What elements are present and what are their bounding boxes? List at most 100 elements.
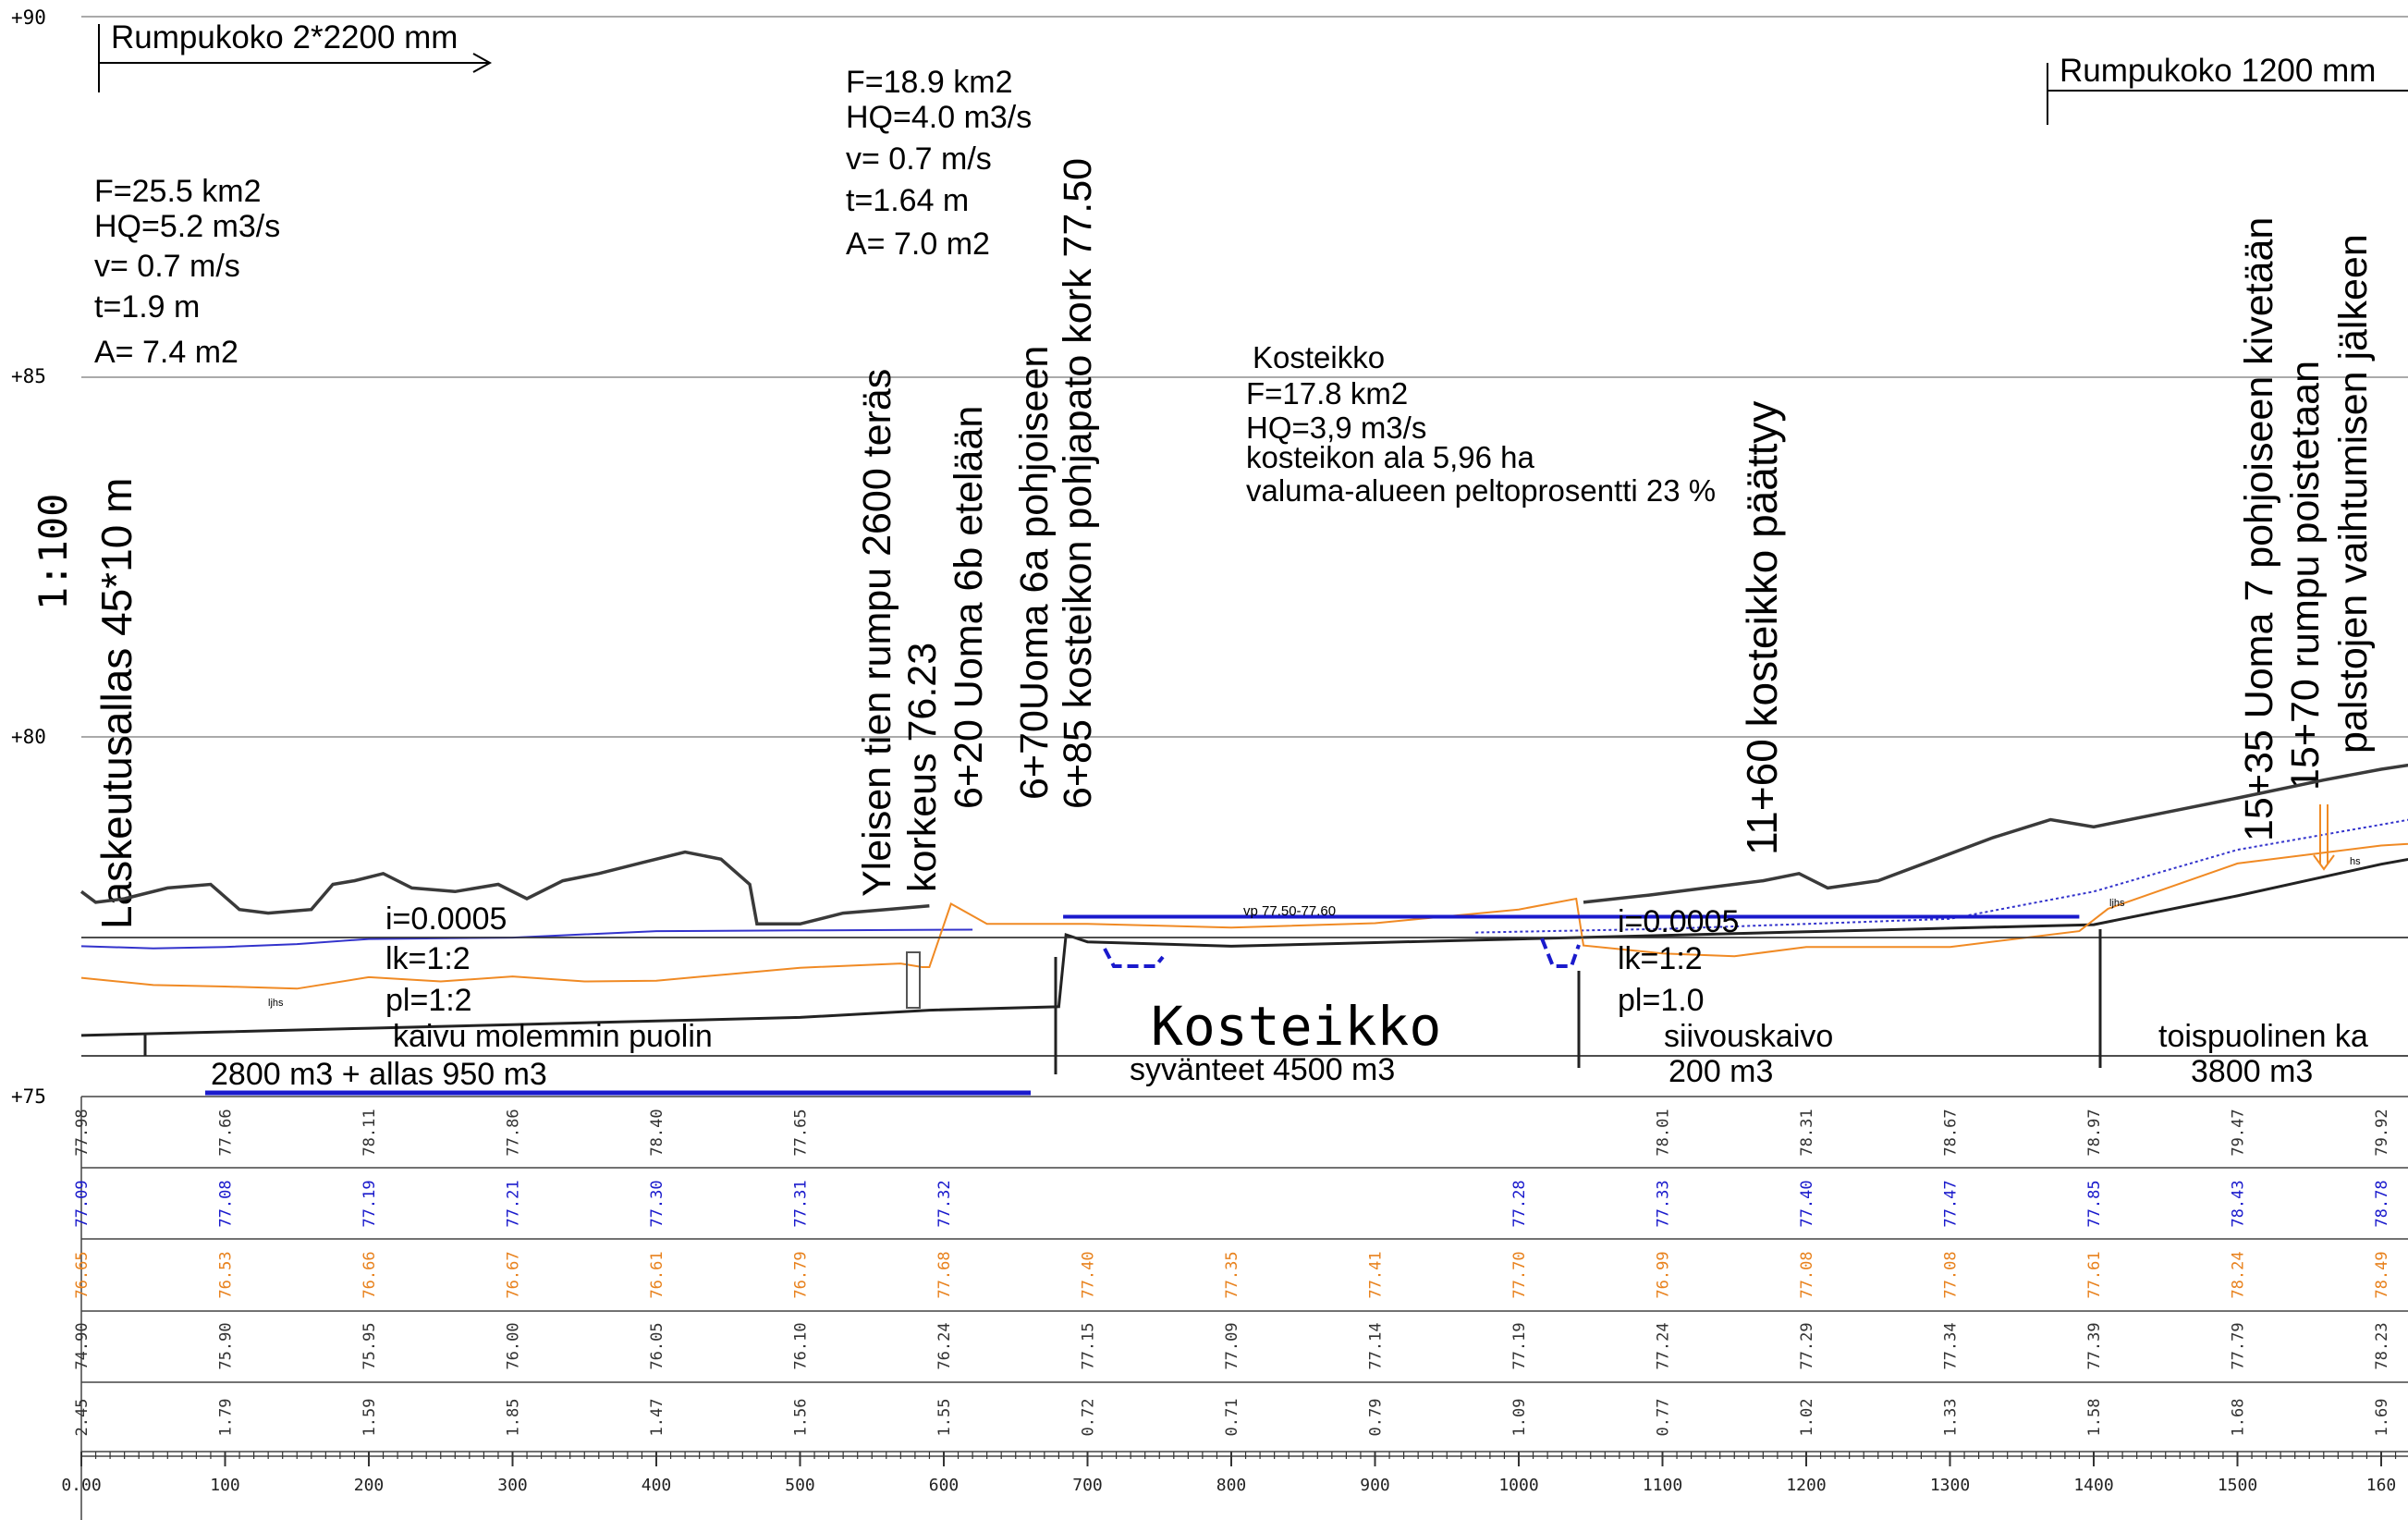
table-cell-value: 2.45 (73, 1399, 92, 1437)
table-cell-value: 0.71 (1223, 1399, 1241, 1437)
note-parcel-change: palstojen vaihtumisen jälkeen (2331, 234, 2376, 754)
axis-station-label: 1100 (1643, 1476, 1682, 1495)
table-cell-value: 77.85 (2085, 1180, 2104, 1227)
design-left: i=0.0005 lk=1:2 pl=1:2 kaivu molemmin pu… (211, 901, 713, 1092)
table-cell-value: 77.15 (1080, 1322, 1098, 1369)
note-settling-pond: Laskeutusallas 45*10 m (92, 478, 141, 929)
water-level-tag: vp 77.50-77.60 (1243, 903, 1336, 919)
design-bottom-line (80, 858, 2408, 1037)
axis-station-label: 1300 (1930, 1476, 1970, 1495)
table-cell-value: 1.85 (505, 1399, 523, 1437)
table-cell-value: 75.90 (217, 1322, 236, 1369)
note-culvert-removed: 15+70 rumpu poistetaan (2283, 361, 2328, 791)
elevation-label-75: +75 (11, 1085, 46, 1108)
hydro-a-line: F=25.5 km2 (94, 174, 261, 209)
table-cell-value: 79.92 (2373, 1109, 2391, 1156)
table-cell-value: 1.69 (2373, 1399, 2391, 1437)
table-cell-value: 77.39 (2085, 1322, 2104, 1369)
grid (80, 16, 2408, 1520)
table-cell-value: 76.65 (73, 1251, 92, 1298)
design-right-bank: lk=1:2 (1618, 941, 1703, 976)
table-cell-value: 76.05 (648, 1322, 666, 1369)
note-road-culvert: Yleisen tien rumpu 2600 teräs (855, 369, 899, 897)
table-cell-value: 77.30 (648, 1180, 666, 1227)
table-cell-value: 1.79 (217, 1399, 236, 1437)
axis-station-label: 1000 (1498, 1476, 1538, 1495)
ljhs-tag: ljhs (2109, 898, 2125, 909)
data-table: 77.98 77.66 78.11 77.86 78.40 77.65 78.01 78.31… (73, 1109, 2391, 1436)
table-cell-value: 77.70 (1510, 1251, 1529, 1298)
wetland-info-title: Kosteikko (1253, 340, 1385, 374)
table-cell-value: 77.09 (1223, 1322, 1241, 1369)
table-cell-value: 77.21 (505, 1180, 523, 1227)
table-cell-value: 1.56 (792, 1399, 811, 1437)
culvert-right-label: Rumpukoko 1200 mm (2060, 53, 2376, 89)
table-cell-value: 1.58 (2085, 1399, 2104, 1437)
table-cell-value: 76.61 (648, 1251, 666, 1298)
table-cell-value: 77.19 (361, 1180, 379, 1227)
table-cell-value: 78.11 (361, 1109, 379, 1156)
table-cell-value: 78.31 (1798, 1109, 1816, 1156)
table-cell-value: 77.35 (1223, 1251, 1241, 1298)
table-cell-value: 76.67 (505, 1251, 523, 1298)
table-cell-value: 77.40 (1080, 1251, 1098, 1298)
culvert-left-label: Rumpukoko 2*2200 mm (111, 19, 458, 55)
table-cell-value: 1.55 (935, 1399, 954, 1437)
table-cell-value: 76.99 (1655, 1251, 1673, 1298)
note-channel-7: 15+35 Uoma 7 pohjoiseen kivetään (2237, 217, 2281, 841)
table-cell-value: 74.90 (73, 1322, 92, 1369)
table-cell-value: 78.23 (2373, 1322, 2391, 1369)
culvert-left: Rumpukoko 2*2200 mm (98, 19, 493, 92)
hydro-block-a: F=25.5 km2 HQ=5.2 m3/s v= 0.7 m/s t=1.9 … (94, 174, 280, 370)
table-cell-value: 77.61 (2085, 1251, 2104, 1298)
note-wetland-ends: 11+60 kosteikko päättyy (1738, 401, 1786, 855)
note-bottom-dam: 6+85 kosteikon pohjapato kork 77.50 (1056, 158, 1100, 809)
station-axis: 0.00 100 200 300 400 500 600 700 800 900 1000 1100 1… (61, 1452, 2396, 1495)
hydro-block-b: F=18.9 km2 HQ=4.0 m3/s v= 0.7 m/s t=1.64… (846, 65, 1032, 262)
axis-station-label: 1400 (2073, 1476, 2113, 1495)
ljhs-tag: ljhs (268, 998, 284, 1009)
table-cell-value: 77.98 (73, 1109, 92, 1156)
hydro-a-line: t=1.9 m (94, 289, 200, 325)
hydro-b-line: v= 0.7 m/s (846, 141, 992, 177)
hydro-b-line: F=18.9 km2 (846, 65, 1012, 100)
axis-station-label: 700 (1072, 1476, 1103, 1495)
table-cell-value: 77.28 (1510, 1180, 1529, 1227)
wetland-info-line: kosteikon ala 5,96 ha (1246, 440, 1535, 474)
design-far-excavation: toispuolinen ka (2158, 1019, 2368, 1054)
table-cell-value: 77.14 (1367, 1322, 1386, 1369)
scale-label: 1:100 (31, 494, 76, 610)
table-cell-value: 1.09 (1510, 1399, 1529, 1437)
table-cell-value: 1.59 (361, 1399, 379, 1437)
table-cell-value: 77.47 (1942, 1180, 1961, 1227)
existing-bottom-line (80, 928, 973, 950)
design-right: i=0.0005 lk=1:2 pl=1.0 siivouskaivo 200 … (1618, 904, 1833, 1089)
table-cell-value: 76.24 (935, 1322, 954, 1369)
hs-tag: hs (2350, 856, 2361, 867)
hydro-a-line: HQ=5.2 m3/s (94, 209, 280, 244)
design-far-volume: 3800 m3 (2191, 1054, 2313, 1089)
construction-details (81, 804, 2408, 1096)
axis-station-label: 800 (1216, 1476, 1247, 1495)
table-cell-value: 77.68 (935, 1251, 954, 1298)
axis-station-label: 0.00 (61, 1476, 101, 1495)
axis-station-label: 600 (929, 1476, 960, 1495)
axis-station-label: 400 (642, 1476, 672, 1495)
table-cell-value: 1.02 (1798, 1399, 1816, 1437)
table-cell-value: 77.32 (935, 1180, 954, 1227)
design-far: toispuolinen ka 3800 m3 (2158, 1019, 2368, 1089)
design-left-excavation: kaivu molemmin puolin (393, 1019, 713, 1054)
table-cell-value: 0.77 (1655, 1399, 1673, 1437)
table-cell-value: 77.09 (73, 1180, 92, 1227)
table-cell-value: 0.72 (1080, 1399, 1098, 1437)
table-cell-value: 1.68 (2230, 1399, 2248, 1437)
hydro-a-line: v= 0.7 m/s (94, 249, 240, 284)
vertical-notes: Laskeutusallas 45*10 m Yleisen tien rump… (92, 158, 2376, 929)
wetland-info-line: F=17.8 km2 (1246, 376, 1408, 411)
axis-station-label: 200 (354, 1476, 385, 1495)
wetland-volume: syvänteet 4500 m3 (1130, 1052, 1395, 1087)
table-cell-value: 77.08 (217, 1180, 236, 1227)
table-cell-value: 1.33 (1942, 1399, 1961, 1437)
table-cell-value: 77.41 (1367, 1251, 1386, 1298)
table-cell-value: 77.65 (792, 1109, 811, 1156)
